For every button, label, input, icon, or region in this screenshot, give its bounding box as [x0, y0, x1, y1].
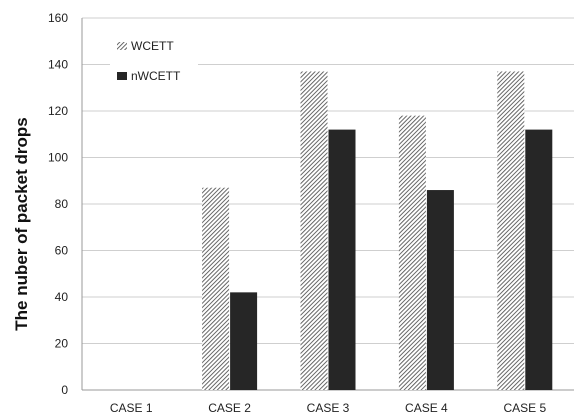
- x-tick-label: CASE 4: [405, 401, 448, 415]
- x-tick-label: CASE 2: [208, 401, 251, 415]
- y-axis-label: The nuber of packet drops: [12, 117, 31, 330]
- legend-label-nwcett: nWCETT: [131, 69, 181, 83]
- y-tick-label: 20: [55, 337, 69, 351]
- x-tick-label: CASE 3: [307, 401, 350, 415]
- y-tick-label: 0: [61, 383, 68, 397]
- x-tick-label: CASE 1: [110, 401, 153, 415]
- x-tick-labels: CASE 1 CASE 2 CASE 3 CASE 4 CASE 5: [110, 401, 547, 415]
- bar-wcett-case-3: [300, 71, 328, 390]
- y-tick-labels: 0 20 40 60 80 100 120 140 160: [48, 11, 68, 397]
- y-tick-label: 40: [55, 290, 69, 304]
- y-tick-label: 160: [48, 11, 68, 25]
- y-tick-label: 140: [48, 58, 68, 72]
- gridlines: [81, 17, 574, 391]
- legend-label-wcett: WCETT: [131, 39, 174, 53]
- bar-nwcett-case-2: [230, 292, 258, 390]
- x-tick-label: CASE 5: [503, 401, 546, 415]
- bar-wcett-case-4: [398, 115, 426, 391]
- y-tick-label: 100: [48, 151, 68, 165]
- bar-nwcett-case-5: [525, 129, 553, 390]
- bar-nwcett-case-3: [328, 129, 356, 390]
- y-tick-label: 60: [55, 244, 69, 258]
- bar-nwcett-case-4: [426, 190, 454, 390]
- legend-swatch-wcett: [117, 42, 127, 50]
- bars: [202, 71, 553, 391]
- legend-swatch-nwcett: [117, 72, 127, 80]
- bar-wcett-case-2: [202, 187, 230, 390]
- legend: WCETT nWCETT: [110, 35, 198, 93]
- y-tick-label: 80: [55, 197, 69, 211]
- bar-wcett-case-5: [497, 71, 525, 390]
- y-tick-label: 120: [48, 104, 68, 118]
